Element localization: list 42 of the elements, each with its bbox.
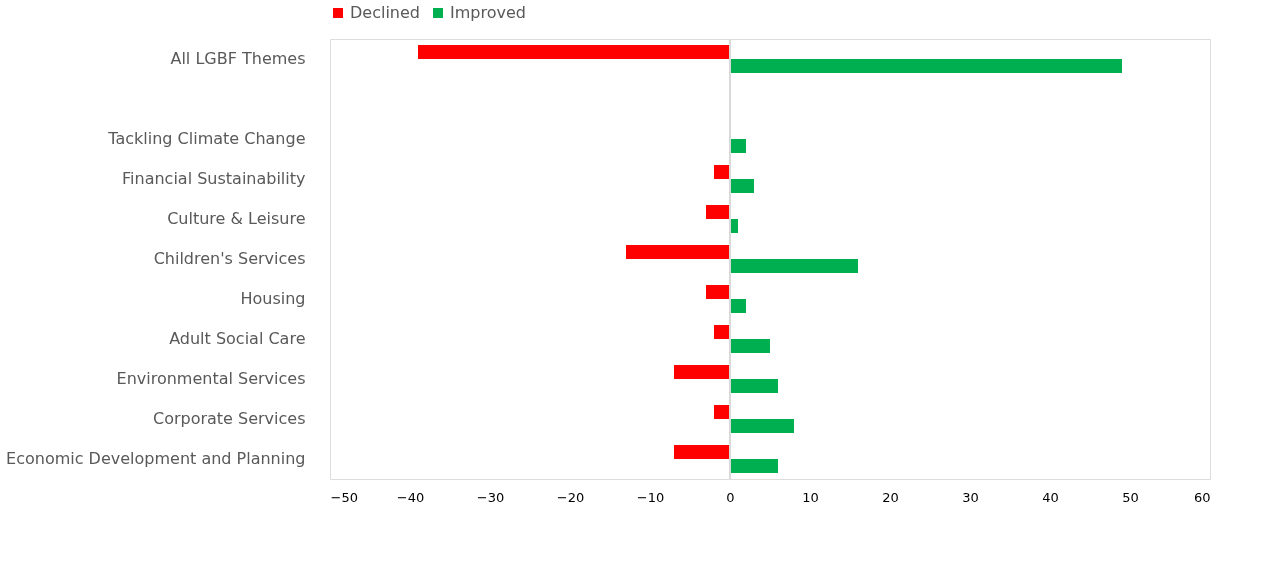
legend-label: Improved xyxy=(450,3,526,22)
x-tick-label: −50 xyxy=(330,489,358,505)
y-tick-label: Financial Sustainability xyxy=(122,169,306,188)
bar xyxy=(730,259,858,273)
bar xyxy=(626,245,730,259)
x-tick-label: 10 xyxy=(802,489,819,505)
x-tick-label: 50 xyxy=(1122,489,1139,505)
y-tick-label: Housing xyxy=(240,289,306,308)
bar xyxy=(730,59,1122,73)
y-tick-label: All LGBF Themes xyxy=(170,49,306,68)
x-tick-label: 40 xyxy=(1042,489,1059,505)
y-tick-label: Economic Development and Planning xyxy=(6,449,306,468)
bar xyxy=(730,379,778,393)
bar xyxy=(730,459,778,473)
x-tick-label: −10 xyxy=(636,489,665,505)
legend-label: Declined xyxy=(350,3,420,22)
bar xyxy=(706,205,730,219)
bar xyxy=(674,445,730,459)
x-tick-label: 30 xyxy=(962,489,979,505)
y-tick-label: Tackling Climate Change xyxy=(107,129,306,148)
y-tick-label: Corporate Services xyxy=(152,409,306,428)
x-tick-label: 0 xyxy=(726,489,735,505)
bar xyxy=(714,325,730,339)
bar xyxy=(674,365,730,379)
y-tick-label: Adult Social Care xyxy=(169,329,306,348)
bar xyxy=(706,285,730,299)
x-tick-label: 60 xyxy=(1193,489,1211,505)
bar xyxy=(714,405,730,419)
bar xyxy=(714,165,730,179)
bar xyxy=(730,419,794,433)
y-tick-label: Environmental Services xyxy=(116,369,306,388)
x-tick-label: −40 xyxy=(396,489,425,505)
bar xyxy=(730,179,754,193)
bar xyxy=(730,299,746,313)
y-tick-label: Culture & Leisure xyxy=(167,209,306,228)
y-tick-label: Children's Services xyxy=(153,249,306,268)
x-tick-label: −20 xyxy=(556,489,585,505)
x-tick-label: 20 xyxy=(882,489,899,505)
bar xyxy=(730,139,746,153)
x-tick-label: −30 xyxy=(476,489,505,505)
bar xyxy=(418,45,730,59)
bar xyxy=(730,339,770,353)
